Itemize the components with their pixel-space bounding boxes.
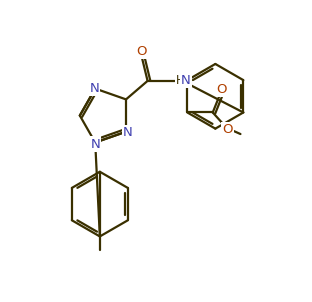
Text: O: O: [217, 83, 227, 96]
Text: O: O: [136, 45, 147, 58]
Text: H: H: [176, 74, 184, 87]
Text: N: N: [90, 137, 100, 150]
Text: N: N: [181, 74, 191, 87]
Text: O: O: [222, 123, 233, 136]
Text: N: N: [123, 126, 132, 139]
Text: N: N: [90, 82, 99, 95]
